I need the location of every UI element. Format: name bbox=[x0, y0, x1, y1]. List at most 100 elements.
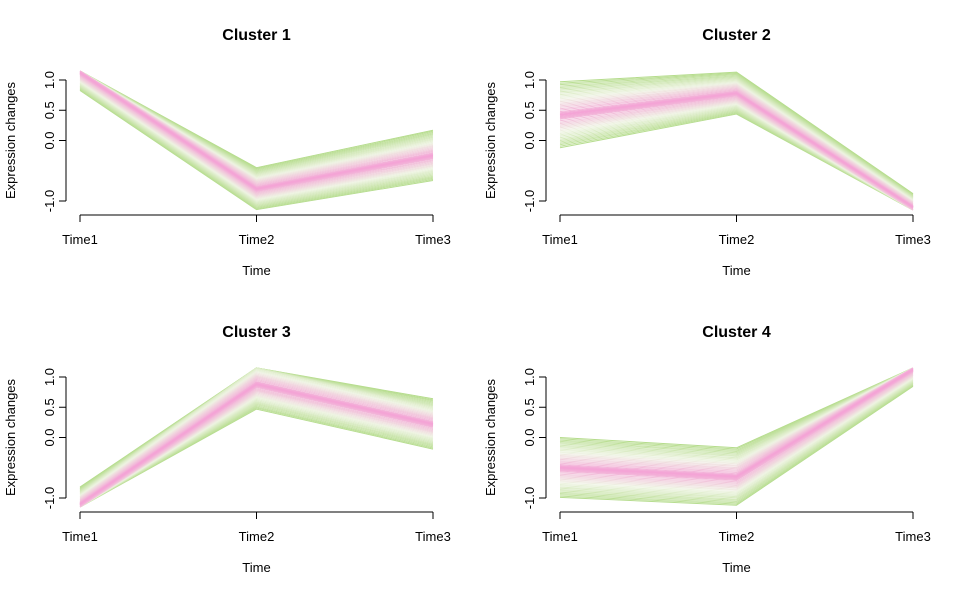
x-axis-label: Time bbox=[242, 263, 270, 278]
x-tick-label: Time3 bbox=[415, 529, 451, 544]
series-line bbox=[559, 72, 914, 195]
y-tick-label: 1.0 bbox=[42, 368, 57, 386]
series-line bbox=[559, 380, 914, 498]
series-line bbox=[559, 96, 914, 210]
series-line bbox=[559, 380, 914, 496]
series-line bbox=[559, 80, 914, 200]
x-tick-label: Time3 bbox=[895, 232, 931, 247]
series-line bbox=[79, 367, 434, 494]
series-line bbox=[559, 384, 914, 504]
series-line bbox=[559, 369, 914, 478]
panel-cluster-3: Cluster 3 Time Expression changes Time1 T… bbox=[3, 324, 451, 575]
series-line bbox=[559, 81, 914, 201]
series-line bbox=[79, 376, 434, 500]
series-line bbox=[559, 376, 914, 490]
series-line bbox=[559, 89, 914, 206]
series-line bbox=[559, 382, 914, 501]
series-line bbox=[79, 378, 434, 502]
series-line bbox=[559, 367, 914, 475]
series-line bbox=[79, 89, 434, 210]
series-line bbox=[79, 86, 434, 206]
series-line bbox=[559, 98, 914, 211]
series-line bbox=[559, 374, 914, 487]
series-line bbox=[559, 82, 914, 201]
series-line bbox=[79, 88, 434, 209]
y-axis-label: Expression changes bbox=[3, 378, 18, 496]
series-line bbox=[79, 86, 434, 207]
series-line bbox=[559, 75, 914, 197]
y-tick-label: -1.0 bbox=[42, 487, 57, 509]
y-tick-label: 0.5 bbox=[42, 101, 57, 119]
panel-title: Cluster 4 bbox=[702, 324, 771, 341]
series-line bbox=[559, 86, 914, 204]
series-line bbox=[79, 82, 434, 202]
y-tick-label: 0.0 bbox=[522, 131, 537, 149]
series-line bbox=[559, 373, 914, 485]
y-tick-label: 0.5 bbox=[42, 398, 57, 416]
series-line bbox=[79, 383, 434, 505]
series-line bbox=[79, 77, 434, 196]
y-tick-label: 0.0 bbox=[522, 428, 537, 446]
x-tick-label: Time3 bbox=[895, 529, 931, 544]
series-line bbox=[79, 371, 434, 497]
panel-cluster-4: Cluster 4 Time Expression changes Time1 T… bbox=[483, 324, 931, 575]
x-tick-label: Time1 bbox=[62, 232, 98, 247]
series-line bbox=[79, 83, 434, 203]
y-tick-label: 0.0 bbox=[42, 131, 57, 149]
x-axis-label: Time bbox=[722, 560, 750, 575]
series-line bbox=[559, 92, 914, 208]
series-line bbox=[79, 78, 434, 197]
series-line bbox=[559, 385, 914, 505]
series-line bbox=[559, 385, 914, 506]
series-line bbox=[559, 372, 914, 484]
series-line bbox=[79, 83, 434, 203]
y-tick-label: -1.0 bbox=[522, 487, 537, 509]
series-line bbox=[79, 90, 434, 211]
series-line bbox=[559, 73, 914, 196]
y-tick-label: 1.0 bbox=[522, 368, 537, 386]
series-line bbox=[79, 79, 434, 198]
series-line bbox=[559, 369, 914, 479]
series-line bbox=[559, 383, 914, 503]
series-line bbox=[559, 84, 914, 203]
series-line bbox=[559, 77, 914, 199]
series-line bbox=[559, 375, 914, 488]
series-line bbox=[79, 76, 434, 195]
series-line bbox=[79, 76, 434, 194]
series-line bbox=[79, 373, 434, 498]
y-axis-label: Expression changes bbox=[483, 378, 498, 496]
series-line bbox=[559, 377, 914, 493]
series-line bbox=[79, 75, 434, 194]
x-tick-label: Time2 bbox=[719, 529, 755, 544]
series-line bbox=[559, 87, 914, 205]
series-line bbox=[559, 86, 914, 204]
series-line bbox=[559, 381, 914, 499]
series-line bbox=[559, 372, 914, 483]
series-line bbox=[559, 85, 914, 203]
series-line bbox=[559, 76, 914, 198]
series-line bbox=[79, 388, 434, 508]
series-line bbox=[559, 377, 914, 491]
series-line bbox=[559, 379, 914, 495]
series-line bbox=[79, 369, 434, 495]
series-line bbox=[559, 375, 914, 489]
x-tick-label: Time1 bbox=[62, 529, 98, 544]
y-tick-label: 1.0 bbox=[522, 71, 537, 89]
series-line bbox=[559, 76, 914, 198]
series-line bbox=[559, 78, 914, 199]
series-line bbox=[559, 83, 914, 202]
y-tick-label: 0.0 bbox=[42, 428, 57, 446]
series-line bbox=[559, 88, 914, 205]
series-line bbox=[79, 81, 434, 201]
y-axis-label: Expression changes bbox=[3, 81, 18, 199]
x-tick-label: Time2 bbox=[719, 232, 755, 247]
series-line bbox=[79, 368, 434, 495]
y-tick-label: 0.5 bbox=[522, 101, 537, 119]
x-tick-label: Time3 bbox=[415, 232, 451, 247]
series-line bbox=[79, 372, 434, 497]
panel-cluster-2: Cluster 2 Time Expression changes Time1 T… bbox=[483, 27, 931, 278]
series-line bbox=[79, 370, 434, 496]
series-line bbox=[79, 85, 434, 205]
x-tick-label: Time1 bbox=[542, 529, 578, 544]
panel-title: Cluster 1 bbox=[222, 27, 291, 44]
